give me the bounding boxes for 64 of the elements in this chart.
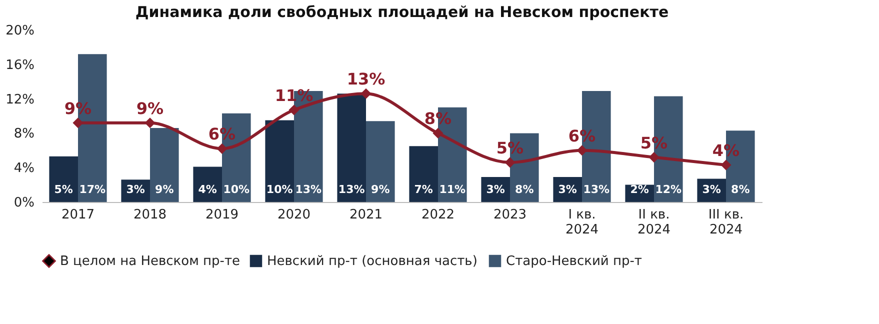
bar (49, 156, 78, 202)
bar (337, 94, 366, 202)
point (289, 105, 299, 115)
data-label: 13% (583, 183, 610, 196)
bar (366, 121, 395, 202)
data-label: 9% (371, 183, 390, 196)
x-tick-label: 2020 (277, 208, 311, 222)
point (721, 160, 731, 170)
x-tick-label: 2021 (349, 208, 383, 222)
data-label: 3% (558, 183, 577, 196)
data-label: 8% (515, 183, 534, 196)
bar (193, 166, 222, 202)
data-label: 3% (486, 183, 505, 196)
data-label: 6% (568, 126, 596, 146)
data-label: 2% (630, 183, 649, 196)
bar (265, 120, 294, 202)
x-tick-label: 2022 (421, 208, 455, 222)
data-label: 4% (198, 183, 217, 196)
data-label: 5% (54, 183, 73, 196)
data-label: 7% (414, 183, 433, 196)
data-label: 17% (79, 183, 106, 196)
legend-label: В целом на Невском пр-те (60, 254, 240, 269)
data-label: 3% (702, 183, 721, 196)
data-label: 10% (266, 183, 293, 196)
point (577, 146, 587, 156)
y-tick-label: 0% (14, 196, 34, 210)
chart-title: Динамика доли свободных площадей на Невском проспекте (135, 3, 669, 21)
data-label: 9% (64, 98, 92, 118)
point (433, 128, 443, 138)
data-label: 13% (295, 183, 322, 196)
data-label: 6% (208, 124, 236, 144)
x-tick-label: 2019 (205, 208, 239, 222)
x-tick-label: I кв. 2024 (565, 208, 599, 238)
point (361, 88, 371, 99)
data-label: 3% (126, 183, 145, 196)
legend-label: Невский пр-т (основная часть) (267, 254, 478, 269)
bar (150, 128, 179, 202)
data-label: 9% (155, 183, 174, 196)
point (505, 158, 515, 168)
legend-label: Старо-Невский пр-т (506, 254, 642, 269)
point (73, 118, 83, 128)
x-tick-label: 2018 (133, 208, 167, 222)
point (217, 144, 227, 154)
data-label: 8% (731, 183, 750, 196)
data-label: 11% (439, 183, 466, 196)
y-tick-label: 4% (14, 161, 34, 176)
x-tick-label: 2017 (61, 208, 95, 222)
x-tick-label: III кв. 2024 (708, 208, 744, 238)
bar (409, 146, 438, 202)
y-tick-label: 12% (6, 92, 34, 108)
data-label: 13% (346, 70, 386, 89)
point (145, 118, 155, 128)
point (649, 152, 659, 162)
data-label: 12% (655, 183, 682, 196)
y-tick-label: 8% (14, 126, 34, 142)
data-label: 13% (338, 183, 365, 196)
y-tick-label: 16% (6, 58, 34, 73)
y-tick-label: 20% (6, 24, 34, 38)
x-tick-label: II кв. 2024 (637, 208, 671, 238)
x-tick-label: 2023 (493, 208, 527, 222)
data-label: 4% (712, 141, 740, 160)
data-label: 9% (136, 98, 164, 118)
data-label: 8% (424, 109, 452, 128)
data-label: 10% (223, 183, 250, 196)
